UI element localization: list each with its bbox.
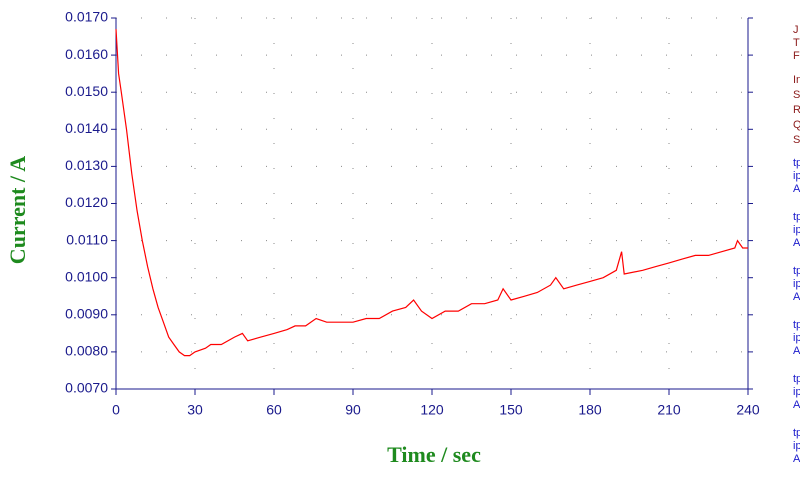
side-text: A bbox=[793, 291, 800, 303]
side-text: ip bbox=[793, 332, 800, 344]
x-tick-label: 210 bbox=[657, 402, 681, 418]
y-tick-label: 0.0080 bbox=[65, 343, 108, 359]
side-text: ip bbox=[793, 170, 800, 182]
side-text: tp bbox=[793, 427, 800, 439]
y-tick-label: 0.0100 bbox=[65, 268, 108, 284]
y-axis-title: Current / A bbox=[5, 156, 30, 264]
side-text: A bbox=[793, 453, 800, 465]
side-text: ip bbox=[793, 224, 800, 236]
side-text: tp bbox=[793, 157, 800, 169]
side-text: tp bbox=[793, 265, 800, 277]
y-tick-label: 0.0170 bbox=[65, 9, 108, 25]
y-tick-label: 0.0120 bbox=[65, 194, 108, 210]
side-text: ip bbox=[793, 440, 800, 452]
x-tick-label: 240 bbox=[736, 402, 760, 418]
y-tick-label: 0.0130 bbox=[65, 157, 108, 173]
side-text: A bbox=[793, 345, 800, 357]
side-text: tp bbox=[793, 211, 800, 223]
x-tick-label: 60 bbox=[266, 402, 282, 418]
x-tick-label: 0 bbox=[112, 402, 120, 418]
x-tick-label: 180 bbox=[578, 402, 602, 418]
side-text: F bbox=[793, 50, 800, 62]
side-text: S bbox=[793, 134, 800, 146]
side-text: T bbox=[793, 37, 800, 49]
y-tick-label: 0.0090 bbox=[65, 306, 108, 322]
y-tick-label: 0.0140 bbox=[65, 120, 108, 136]
y-tick-label: 0.0150 bbox=[65, 83, 108, 99]
x-axis-title: Time / sec bbox=[387, 442, 481, 467]
side-text: Q bbox=[793, 119, 800, 131]
side-text: A bbox=[793, 399, 800, 411]
x-tick-label: 150 bbox=[499, 402, 523, 418]
side-text: A bbox=[793, 183, 800, 195]
data-line bbox=[115, 29, 748, 357]
side-text: ip bbox=[793, 386, 800, 398]
side-text: tp bbox=[793, 319, 800, 331]
side-text: S bbox=[793, 89, 800, 101]
x-tick-label: 120 bbox=[420, 402, 444, 418]
side-text: In bbox=[793, 74, 800, 86]
y-tick-label: 0.0110 bbox=[66, 231, 108, 247]
side-text: J bbox=[793, 24, 799, 36]
x-tick-label: 90 bbox=[345, 402, 361, 418]
side-text: A bbox=[793, 237, 800, 249]
side-text: R bbox=[793, 104, 800, 116]
side-text: tp bbox=[793, 373, 800, 385]
y-tick-label: 0.0160 bbox=[65, 46, 108, 62]
x-tick-label: 30 bbox=[187, 402, 203, 418]
side-text: ip bbox=[793, 278, 800, 290]
y-tick-label: 0.0070 bbox=[65, 380, 108, 396]
